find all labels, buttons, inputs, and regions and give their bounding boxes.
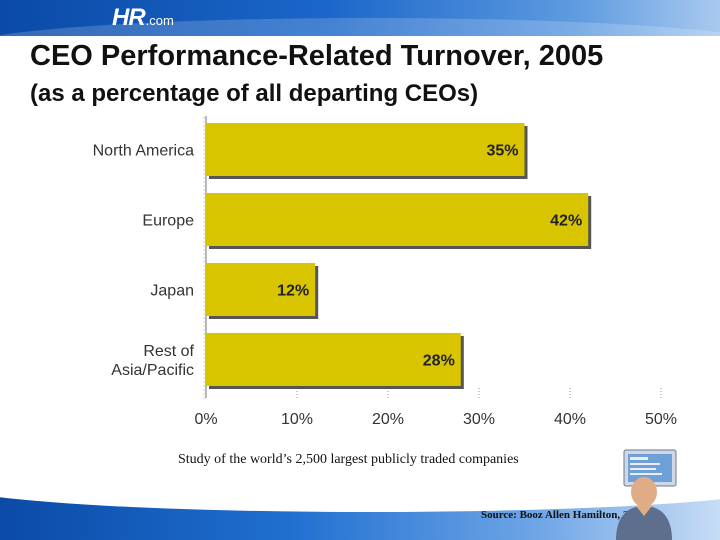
category-label: Rest of Asia/Pacific (111, 343, 194, 379)
bar-value-label: 28% (423, 353, 455, 370)
category-label: North America (93, 143, 194, 160)
x-tick-label: 50% (645, 411, 677, 428)
category-label: Europe (142, 213, 194, 230)
page-subtitle: (as a percentage of all departing CEOs) (30, 80, 479, 107)
source-note: Source: Booz Allen Hamilton, 2006 (481, 509, 645, 521)
category-label: Japan (150, 283, 194, 300)
bar-value-label: 42% (550, 213, 582, 230)
category-label-line: Asia/Pacific (111, 362, 194, 379)
logo-suffix: .com (145, 13, 174, 28)
hr-logo: HR .com (112, 4, 174, 32)
category-label-line: Europe (142, 213, 194, 230)
person-at-computer-icon (616, 449, 677, 540)
study-caption: Study of the world’s 2,500 largest publi… (178, 452, 519, 467)
footer-band (0, 482, 720, 540)
bar (206, 123, 525, 176)
page-title: CEO Performance-Related Turnover, 2005 (30, 40, 604, 72)
bar-value-label: 35% (486, 143, 518, 160)
category-label-line: Rest of (143, 343, 194, 360)
bar-value-label: 12% (277, 283, 309, 300)
x-tick-label: 30% (463, 411, 495, 428)
category-label-line: Japan (150, 283, 194, 300)
header-swoosh (0, 18, 720, 36)
x-tick-label: 10% (281, 411, 313, 428)
bar (206, 193, 589, 246)
bar (206, 263, 316, 316)
category-label-line: North America (93, 143, 194, 160)
x-tick-label: 40% (554, 411, 586, 428)
bar (206, 333, 461, 386)
x-tick-label: 20% (372, 411, 404, 428)
x-tick-label: 0% (194, 411, 217, 428)
header-band: HR .com (0, 0, 720, 36)
logo-main: HR (112, 4, 146, 31)
